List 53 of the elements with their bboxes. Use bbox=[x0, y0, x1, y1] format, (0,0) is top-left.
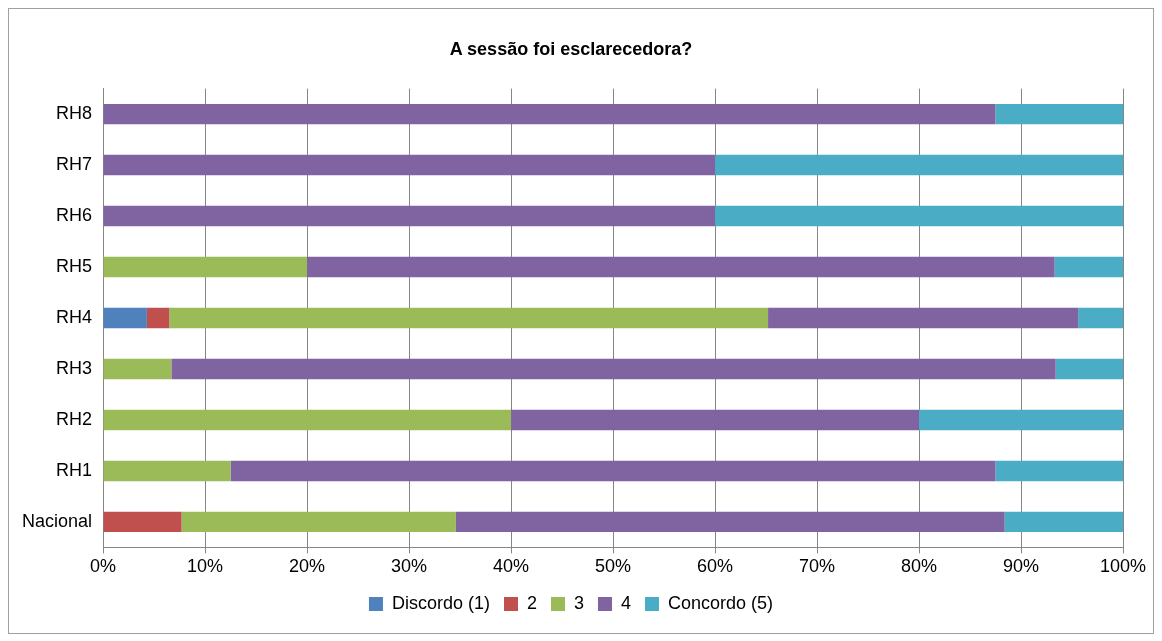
x-tick-label: 0% bbox=[90, 556, 117, 577]
bar bbox=[511, 409, 920, 431]
bar bbox=[715, 154, 1123, 176]
bar bbox=[103, 409, 512, 431]
bar bbox=[715, 205, 1123, 227]
y-tick-label: RH2 bbox=[56, 408, 93, 429]
x-tick-label: 80% bbox=[900, 556, 938, 577]
bar bbox=[103, 460, 231, 482]
x-tick-label: 20% bbox=[289, 556, 326, 577]
bar bbox=[995, 103, 1123, 125]
bar bbox=[181, 511, 456, 533]
bar bbox=[146, 307, 170, 329]
bar bbox=[768, 307, 1079, 329]
x-tick-label: 90% bbox=[1002, 556, 1040, 577]
bar bbox=[103, 358, 172, 380]
bar bbox=[103, 256, 308, 278]
legend-label: 4 bbox=[620, 592, 632, 613]
y-tick-label: RH4 bbox=[56, 306, 93, 327]
bar bbox=[169, 307, 769, 329]
bar bbox=[103, 307, 147, 329]
y-tick-label: RH7 bbox=[56, 154, 93, 175]
y-tick-label: RH6 bbox=[56, 205, 93, 226]
legend-label: Discordo (1) bbox=[391, 592, 490, 613]
x-tick-label: 70% bbox=[799, 556, 836, 577]
legend-label: 2 bbox=[526, 592, 537, 613]
y-tick-label: RH5 bbox=[56, 255, 93, 276]
x-tick-label: 50% bbox=[595, 556, 632, 577]
bar bbox=[1004, 511, 1123, 533]
bar bbox=[1054, 256, 1123, 278]
bar bbox=[103, 103, 996, 125]
bar bbox=[103, 511, 182, 533]
bar bbox=[1078, 307, 1123, 329]
bar bbox=[103, 205, 716, 227]
y-tick-label: Nacional bbox=[21, 510, 93, 531]
bar bbox=[230, 460, 996, 482]
y-tick-label: RH8 bbox=[56, 103, 93, 124]
bar bbox=[307, 256, 1055, 278]
chart-title: A sessão foi esclarecedora? bbox=[449, 38, 693, 59]
x-tick-label: 40% bbox=[493, 556, 530, 577]
x-tick-label: 30% bbox=[391, 556, 428, 577]
x-tick-label: 60% bbox=[697, 556, 734, 577]
bar bbox=[103, 154, 716, 176]
y-tick-label: RH3 bbox=[56, 357, 93, 378]
bar bbox=[995, 460, 1123, 482]
legend-label: Concordo (5) bbox=[668, 592, 774, 613]
bar bbox=[455, 511, 1005, 533]
bar bbox=[919, 409, 1123, 431]
bar bbox=[1055, 358, 1123, 380]
legend-label: 3 bbox=[573, 592, 584, 613]
y-tick-label: RH1 bbox=[56, 459, 93, 480]
x-tick-label: 10% bbox=[187, 556, 224, 577]
bar bbox=[171, 358, 1056, 380]
x-tick-label: 100% bbox=[1099, 556, 1147, 577]
